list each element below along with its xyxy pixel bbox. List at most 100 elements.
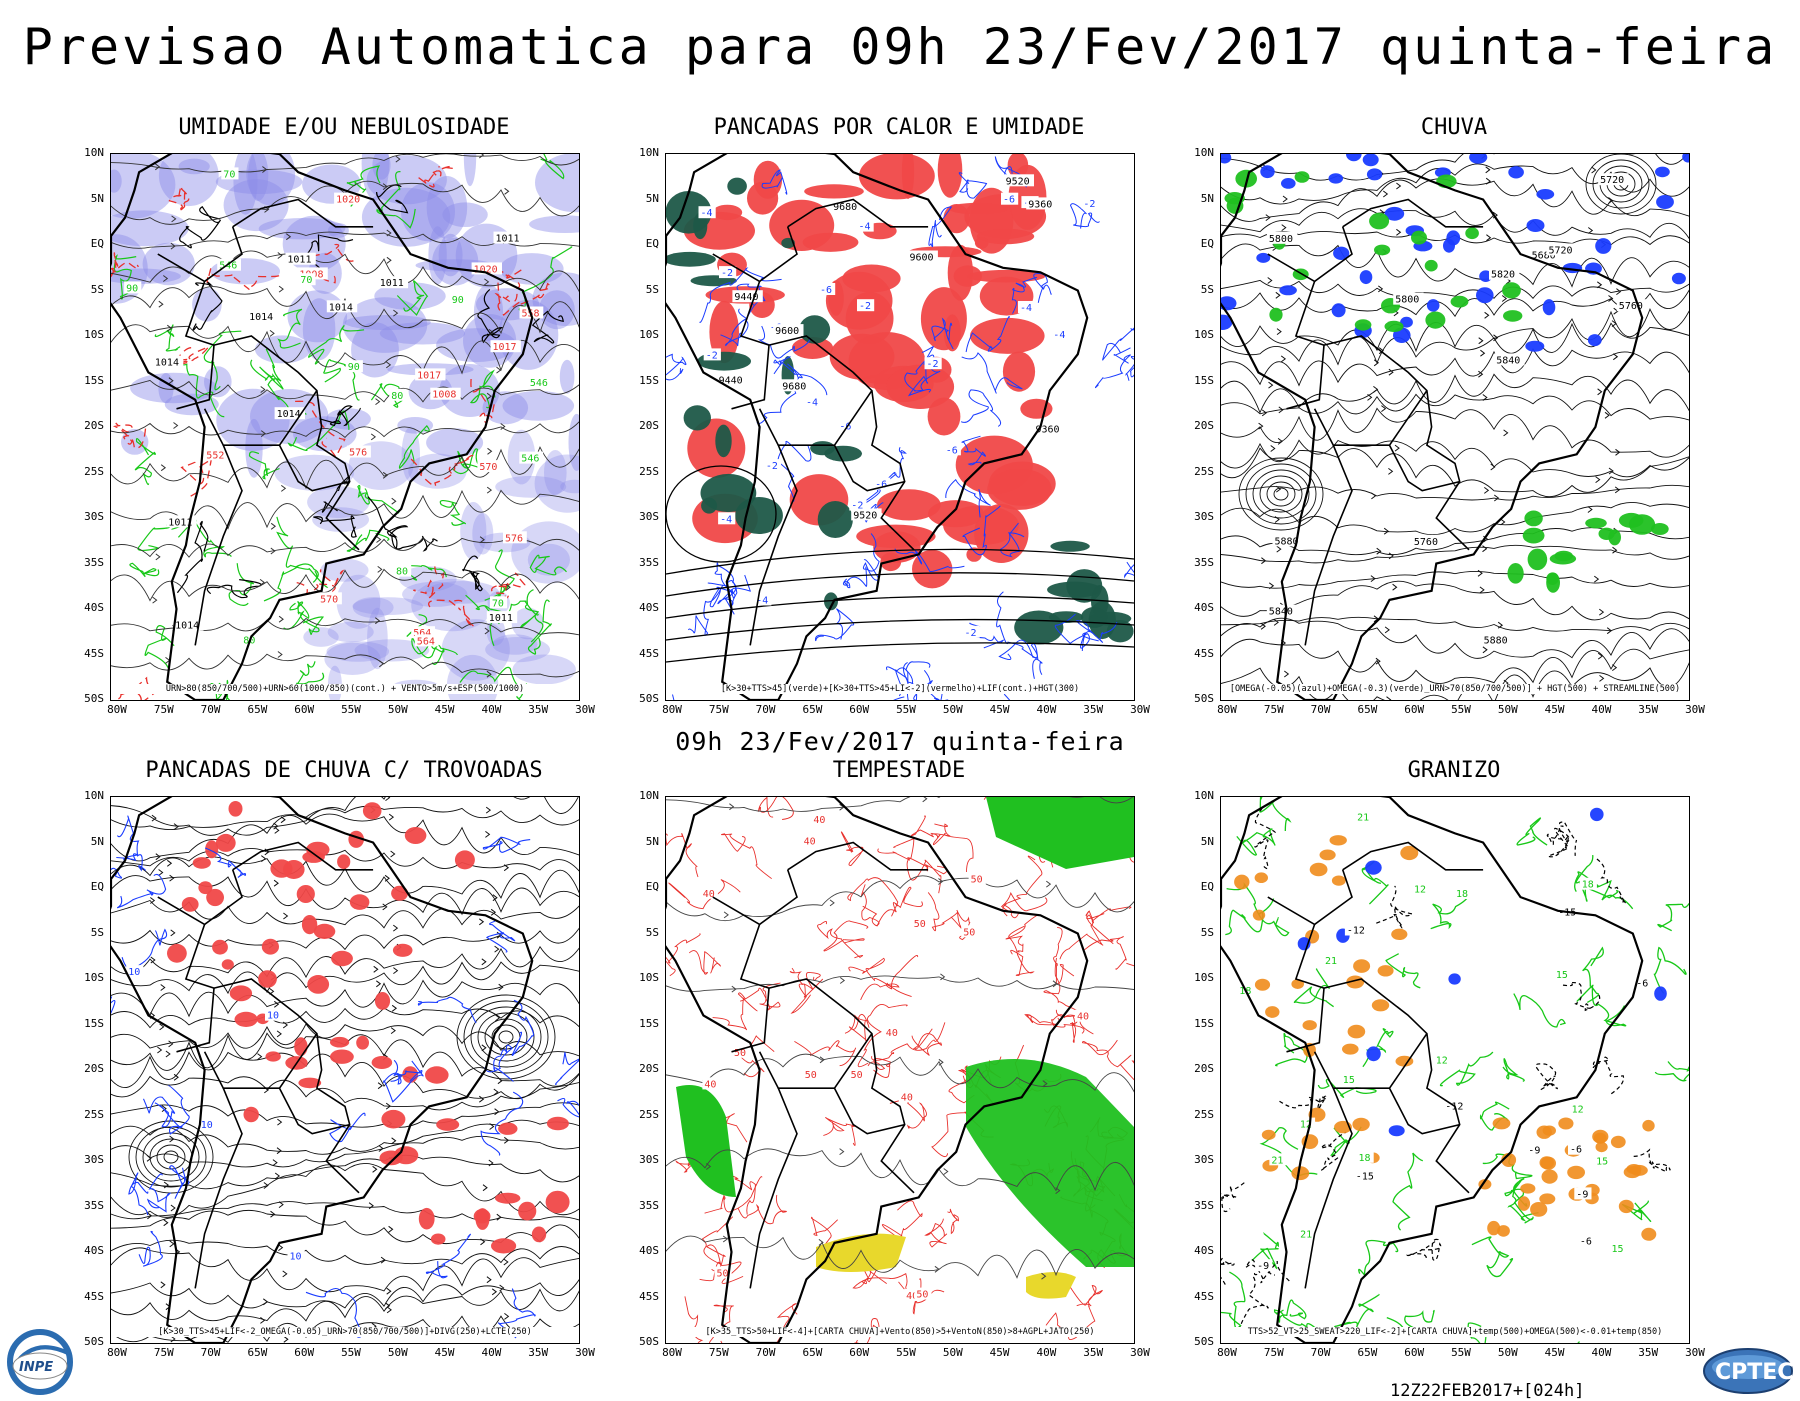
latitude-tick-label: 30S <box>1194 510 1214 523</box>
contour-label: 1011 <box>285 252 316 266</box>
panel-caption: TTS>52_VT>25_SWEAT>220_LIF<-2]+[CARTA CH… <box>1221 1327 1689 1337</box>
contour-label: 1017 <box>490 340 521 353</box>
contour-label: 40 <box>702 1077 720 1090</box>
contour-label: 18 <box>1356 1150 1374 1164</box>
longitude-tick-label: 55W <box>896 703 916 716</box>
longitude-tick-label: 80W <box>107 1346 127 1359</box>
panel-title: PANCADAS POR CALOR E UMIDADE <box>713 115 1085 140</box>
contour-label: 15 <box>1553 967 1572 981</box>
svg-text:40: 40 <box>704 1079 716 1090</box>
latitude-tick-label: 5N <box>90 834 104 848</box>
panel-title: TEMPESTADE <box>832 758 966 783</box>
svg-text:1020: 1020 <box>336 195 360 206</box>
latitude-tick-label: 5S <box>645 282 659 296</box>
contour-label: 80 <box>394 564 412 578</box>
svg-text:576: 576 <box>349 448 367 459</box>
svg-text:570: 570 <box>320 594 338 605</box>
contour-label: -9 <box>1574 1187 1592 1200</box>
forecast-panel: GRANIZO -6 -9 -12 -15 -6 -9 -12 -15 -6 -9 15 18 21 12 1… <box>1180 758 1728 1372</box>
svg-text:50: 50 <box>971 875 983 886</box>
latitude-tick-label: 10N <box>1194 789 1214 802</box>
latitude-tick-label: 10S <box>84 328 104 341</box>
svg-text:1014: 1014 <box>329 302 353 313</box>
longitude-tick-label: 80W <box>662 1346 682 1359</box>
latitude-tick-label: 10S <box>639 971 659 984</box>
svg-text:5760: 5760 <box>1414 537 1438 548</box>
longitude-tick-label: 70W <box>755 703 776 716</box>
contour-label: -6 <box>1577 1234 1596 1247</box>
longitude-tick-label: 35W <box>528 703 549 716</box>
contour-label: 12 <box>1297 1117 1316 1131</box>
weather-map: 1011 1014 1011 1014 1011 1014 1011 1014 1011 1014… <box>110 153 580 701</box>
latitude-tick-label: 10S <box>1194 971 1214 984</box>
contour-label: 70 <box>489 596 508 609</box>
weather-map: 10 10 10 10 [K>30_TTS>45+LIF<-2_OMEGA(-0.05)… <box>110 796 580 1344</box>
latitude-tick-label: EQ <box>1200 880 1214 893</box>
latitude-tick-label: 25S <box>84 1107 104 1121</box>
weather-map: 5880 5800 5760 5720 5840 5820 5680 5880 5800 5760… <box>1220 153 1690 701</box>
contour-label: 9520 <box>851 508 882 521</box>
svg-text:50: 50 <box>734 1048 746 1059</box>
contour-label: 5760 <box>1616 299 1648 312</box>
weather-map: 40 50 40 50 40 50 40 50 40 50 40 50 40 50 40 50 [K>35_TT… <box>665 796 1135 1344</box>
contour-label: 5800 <box>1266 231 1298 245</box>
svg-text:-2: -2 <box>766 461 778 472</box>
svg-text:50: 50 <box>717 1269 729 1280</box>
svg-text:1017: 1017 <box>417 370 441 381</box>
svg-text:90: 90 <box>126 283 138 294</box>
weather-map: -6 -9 -12 -15 -6 -9 -12 -15 -6 -9 15 18 21 12 15 18 21 12… <box>1220 796 1690 1344</box>
svg-text:5820: 5820 <box>1491 270 1515 281</box>
svg-text:5880: 5880 <box>1484 636 1508 647</box>
contour-label: 1014 <box>274 407 305 420</box>
svg-text:9600: 9600 <box>910 253 934 264</box>
svg-text:546: 546 <box>219 261 237 272</box>
svg-text:15: 15 <box>1596 1157 1608 1168</box>
latitude-tick-label: 5N <box>1200 834 1214 848</box>
svg-text:9680: 9680 <box>833 202 857 213</box>
svg-text:15: 15 <box>1556 970 1568 981</box>
contour-label: 5720 <box>1546 243 1577 256</box>
contour-label: 50 <box>802 1068 820 1081</box>
latitude-tick-label: 15S <box>84 1016 104 1030</box>
contour-label: -2 <box>1081 196 1099 210</box>
svg-text:5720: 5720 <box>1600 175 1624 186</box>
latitude-tick-label: 30S <box>639 510 659 523</box>
contour-label: 40 <box>883 1025 901 1039</box>
panel-caption: [OMEGA(-0.05)(azul)+OMEGA(-0.3)(verde)_U… <box>1221 684 1689 694</box>
contour-label: 50 <box>911 916 929 930</box>
contour-label: -9 <box>1526 1143 1544 1156</box>
latitude-tick-label: 30S <box>1194 1153 1214 1166</box>
latitude-tick-label: 30S <box>639 1153 659 1166</box>
svg-text:90: 90 <box>452 295 464 306</box>
svg-text:9360: 9360 <box>1028 199 1052 210</box>
contour-label: 10 <box>287 1249 305 1263</box>
longitude-tick-label: 50W <box>387 1346 408 1359</box>
latitude-tick-label: 5S <box>1200 925 1214 939</box>
contour-label: 5760 <box>1411 534 1443 548</box>
panel-caption: URN>80(850/700/500)+URN>60(1000/850)(con… <box>111 684 579 694</box>
contour-label: 9680 <box>780 379 811 392</box>
longitude-tick-label: 75W <box>153 1346 174 1359</box>
longitude-tick-label: 60W <box>849 1346 870 1359</box>
svg-text:1014: 1014 <box>249 312 273 323</box>
map-field: 1011 1014 1011 1014 1011 1014 1011 1014 1011 1014… <box>111 154 579 700</box>
latitude-tick-label: 50S <box>1194 1335 1214 1348</box>
svg-text:-2: -2 <box>851 501 863 512</box>
svg-text:50: 50 <box>805 1070 817 1081</box>
panel-title: PANCADAS DE CHUVA C/ TROVOADAS <box>145 758 543 783</box>
contour-label: 21 <box>1355 810 1373 824</box>
longitude-tick-label: 30W <box>1130 1346 1150 1359</box>
contour-label: 5840 <box>1494 353 1525 366</box>
contour-label: 564 <box>414 634 439 647</box>
forecast-date-label: 09h 23/Fev/2017 quinta-feira <box>675 727 1125 756</box>
contour-label: 570 <box>318 592 342 605</box>
contour-label: 18 <box>1454 887 1472 900</box>
longitude-tick-label: 35W <box>1083 1346 1104 1359</box>
svg-text:1020: 1020 <box>474 264 498 275</box>
latitude-tick-label: 15S <box>639 1016 659 1030</box>
latitude-tick-label: 30S <box>84 510 104 523</box>
contour-label: 12 <box>1433 1053 1451 1066</box>
longitude-tick-label: 55W <box>1451 703 1471 716</box>
contour-label: 9600 <box>773 324 804 337</box>
